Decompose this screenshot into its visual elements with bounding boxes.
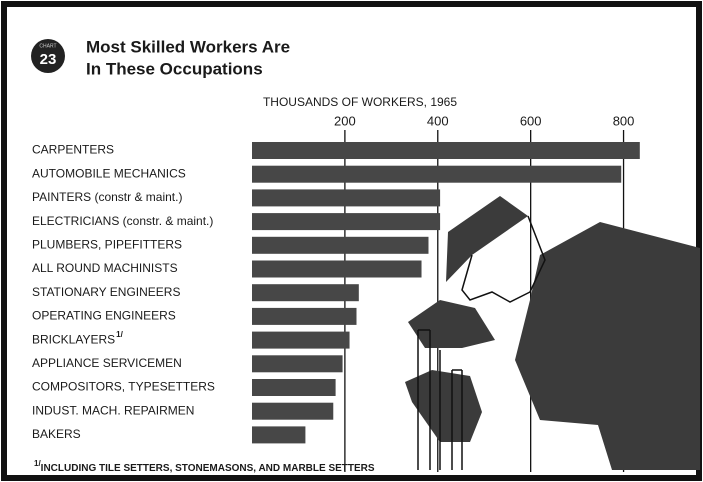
bar [252,332,350,349]
x-tick-label: 600 [520,113,542,128]
x-axis-label: THOUSANDS OF WORKERS, 1965 [263,95,457,109]
chart: CHART 23 Most Skilled Workers Are In The… [0,0,703,482]
footnote-text: INCLUDING TILE SETTERS, STONEMASONS, AND… [41,463,375,474]
category-label: PLUMBERS, PIPEFITTERS [32,237,182,251]
category-label: BRICKLAYERS [32,332,115,346]
bar [252,308,357,325]
bar [252,213,440,230]
bar [252,379,336,396]
bar [252,261,422,278]
x-tick-label: 400 [427,113,449,128]
category-label: PAINTERS (constr & maint.) [32,190,182,204]
bar [252,403,333,420]
category-label: AUTOMOBILE MECHANICS [32,166,186,180]
bar [252,166,621,183]
bar [252,355,343,372]
bar [252,284,359,301]
category-label: APPLIANCE SERVICEMEN [32,356,182,370]
bar [252,142,640,159]
chart-title: In These Occupations [86,59,263,78]
badge-number: 23 [40,51,57,68]
bar [252,237,428,254]
bar [252,189,440,206]
category-label: ALL ROUND MACHINISTS [32,261,178,275]
category-label: CARPENTERS [32,143,114,157]
category-label: INDUST. MACH. REPAIRMEN [32,403,194,417]
chart-title: Most Skilled Workers Are [86,37,290,56]
footnote-marker: 1/ [116,330,123,339]
category-label: ELECTRICIANS (constr. & maint.) [32,214,213,228]
category-label: BAKERS [32,427,81,441]
bar [252,426,305,443]
category-label: COMPOSITORS, TYPESETTERS [32,380,215,394]
x-tick-label: 200 [334,113,356,128]
category-label: OPERATING ENGINEERS [32,309,176,323]
badge-label: CHART [39,43,56,49]
category-label: STATIONARY ENGINEERS [32,285,180,299]
x-tick-label: 800 [613,113,635,128]
